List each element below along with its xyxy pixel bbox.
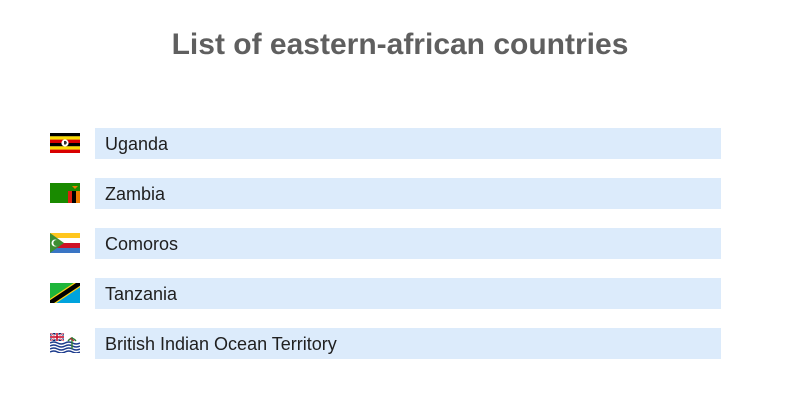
tanzania-flag-icon [50,283,80,303]
country-bar: Uganda [95,128,721,159]
uganda-flag-icon [50,133,80,153]
country-name: Uganda [105,134,169,154]
list-item: Zambia [50,178,721,209]
country-name: Comoros [105,234,179,254]
list-item: British Indian Ocean Territory [50,328,721,359]
country-bar: Tanzania [95,278,721,309]
country-bar: British Indian Ocean Territory [95,328,721,359]
list-item: Uganda [50,128,721,159]
country-bar: Comoros [95,228,721,259]
list-item: Comoros [50,228,721,259]
country-name: British Indian Ocean Territory [105,334,337,354]
country-bar: Zambia [95,178,721,209]
zambia-flag-icon [50,183,80,203]
country-name: Zambia [105,184,166,204]
country-name: Tanzania [105,284,178,304]
list-item: Tanzania [50,278,721,309]
comoros-flag-icon [50,233,80,253]
page-title: List of eastern-african countries [171,28,629,61]
british-indian-ocean-territory-flag-icon [50,333,80,353]
